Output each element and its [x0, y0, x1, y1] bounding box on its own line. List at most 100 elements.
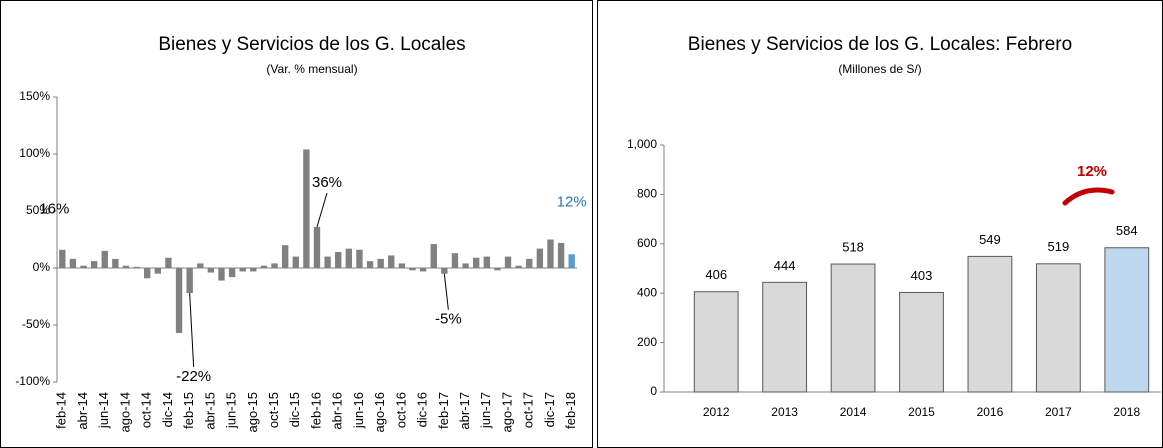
bar: [356, 249, 363, 268]
bar: [59, 249, 66, 268]
data-label: 406: [705, 267, 727, 282]
x-tick-label: ago-14: [117, 392, 132, 432]
bar: [186, 268, 193, 294]
x-tick-label: abr-14: [75, 392, 90, 430]
bar: [90, 261, 98, 268]
data-label: 12%: [557, 193, 587, 210]
bar: [218, 268, 225, 281]
chart-subtitle: (Millones de S/): [838, 62, 921, 76]
x-tick-label: ago-17: [499, 392, 514, 432]
bar: [80, 265, 87, 268]
bar: [335, 252, 342, 268]
y-tick-label: 150%: [19, 89, 50, 103]
x-tick-label: dic-15: [287, 392, 302, 427]
bar: [547, 239, 554, 268]
bar: [430, 244, 437, 268]
bar: [693, 291, 739, 393]
y-tick-label: 600: [637, 236, 657, 250]
x-tick-label: abr-15: [202, 392, 217, 430]
bar: [228, 268, 236, 278]
bar: [122, 265, 130, 268]
annotation-arc: [1062, 187, 1115, 206]
x-tick-label: 2018: [1113, 405, 1140, 419]
data-label: 16%: [39, 201, 69, 218]
bar: [536, 248, 544, 268]
bar: [473, 257, 480, 268]
bar: [165, 257, 172, 268]
x-tick-label: ago-16: [372, 392, 387, 432]
y-tick-label: 50%: [26, 203, 50, 217]
bar: [451, 253, 459, 268]
bar: [557, 242, 565, 268]
bar: [419, 268, 427, 272]
x-tick-label: oct-15: [266, 392, 281, 428]
chart-title: Bienes y Servicios de los G. Locales: Fe…: [688, 34, 1072, 55]
bar: [239, 268, 246, 272]
x-tick-label: dic-16: [415, 392, 430, 427]
y-tick-label: 400: [637, 285, 657, 299]
bar: [568, 254, 575, 268]
x-tick-label: ago-15: [245, 392, 260, 432]
x-tick-label: oct-16: [393, 392, 408, 428]
bar: [830, 263, 876, 393]
bar: [207, 268, 215, 273]
y-tick-label: 800: [637, 187, 657, 201]
bar: [1104, 247, 1150, 393]
data-label: 444: [774, 258, 796, 273]
data-label: -5%: [435, 311, 462, 328]
bar: [967, 255, 1013, 393]
bar: [271, 263, 278, 268]
data-label: 584: [1116, 223, 1138, 238]
bar: [483, 256, 490, 268]
leader-line: [316, 192, 328, 228]
bar: [197, 263, 204, 268]
x-tick-label: abr-16: [330, 392, 345, 430]
bar: [398, 263, 406, 268]
bar: [260, 265, 268, 268]
chart-subtitle: (Var. % mensual): [266, 62, 357, 76]
bar: [144, 268, 151, 279]
bar: [494, 268, 501, 271]
leader-line: [443, 273, 449, 310]
x-tick-label: feb-18: [563, 392, 578, 429]
y-tick-label: 1,000: [627, 137, 657, 151]
x-tick-label: 2015: [908, 405, 935, 419]
x-tick-label: dic-17: [542, 392, 557, 427]
x-tick-label: 2016: [977, 405, 1004, 419]
x-tick-label: feb-15: [181, 392, 196, 429]
data-label: 519: [1048, 239, 1070, 254]
bar: [462, 263, 469, 268]
bar: [515, 265, 522, 268]
bar: [112, 258, 119, 268]
chart-title: Bienes y Servicios de los G. Locales: [158, 34, 465, 55]
bar: [154, 268, 161, 274]
x-tick-label: 2014: [840, 405, 867, 419]
y-tick-label: -50%: [22, 317, 50, 331]
bar: [69, 258, 77, 268]
x-tick-label: feb-14: [54, 392, 69, 429]
bar: [899, 291, 944, 393]
x-tick-label: 2013: [771, 405, 798, 419]
bar: [1035, 263, 1081, 393]
x-tick-label: jun-14: [96, 392, 111, 429]
y-tick-label: 0%: [33, 260, 51, 274]
bar: [324, 256, 331, 268]
bar: [762, 281, 808, 393]
bar: [292, 256, 299, 268]
bar: [133, 266, 140, 268]
x-tick-label: oct-14: [139, 392, 154, 428]
bar: [366, 261, 374, 268]
bar: [250, 268, 257, 272]
x-tick-label: jun-17: [478, 392, 493, 429]
x-tick-label: jun-15: [224, 392, 239, 429]
bar: [377, 258, 384, 268]
data-label: 549: [979, 232, 1001, 247]
x-tick-label: oct-17: [521, 392, 536, 428]
x-tick-label: jun-16: [351, 392, 366, 429]
annotation: 12%: [1077, 163, 1107, 180]
x-tick-label: dic-14: [160, 392, 175, 427]
x-tick-label: feb-17: [436, 392, 451, 429]
x-tick-label: feb-16: [308, 392, 323, 429]
